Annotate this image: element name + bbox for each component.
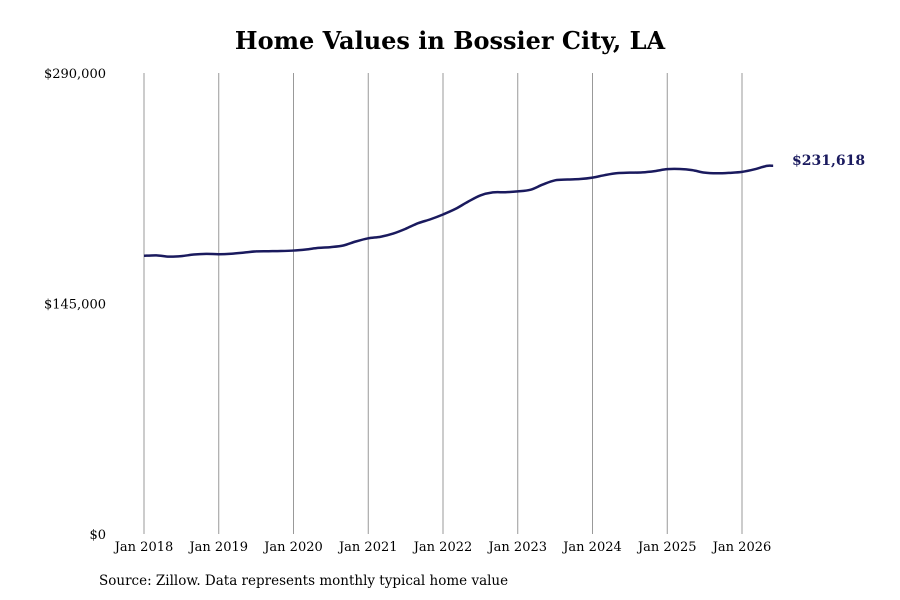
x-tick-label: Jan 2021	[337, 540, 398, 555]
x-tick-label: Jan 2020	[262, 540, 323, 555]
x-tick-label: Jan 2023	[486, 540, 547, 555]
y-tick-label: $290,000	[44, 67, 106, 82]
y-axis-ticks: $0 $145,000 $290,000	[44, 67, 106, 543]
grid-layer	[143, 73, 743, 534]
x-tick-label: Jan 2026	[711, 540, 772, 555]
y-tick-label: $145,000	[44, 298, 106, 313]
x-axis-ticks: Jan 2018 Jan 2019 Jan 2020 Jan 2021 Jan 2022…	[113, 540, 772, 555]
end-value-label: $231,618	[792, 153, 865, 169]
series-line-0	[143, 164, 774, 258]
x-tick-label: Jan 2019	[187, 540, 248, 555]
series-layer: $231,618	[143, 153, 865, 258]
chart-title: Home Values in Bossier City, LA	[234, 26, 666, 55]
x-tick-label: Jan 2025	[636, 540, 697, 555]
x-tick-label: Jan 2018	[113, 540, 174, 555]
x-tick-label: Jan 2022	[412, 540, 473, 555]
source-note: Source: Zillow. Data represents monthly …	[99, 573, 509, 589]
x-tick-label: Jan 2024	[561, 540, 622, 555]
y-tick-label: $0	[89, 528, 106, 543]
